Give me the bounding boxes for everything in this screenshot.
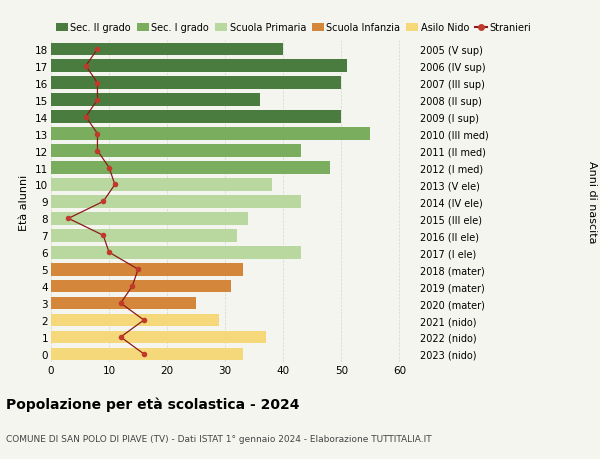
Point	[98, 198, 108, 206]
Text: COMUNE DI SAN POLO DI PIAVE (TV) - Dati ISTAT 1° gennaio 2024 - Elaborazione TUT: COMUNE DI SAN POLO DI PIAVE (TV) - Dati …	[6, 434, 431, 443]
Bar	[51, 60, 347, 73]
Bar	[51, 179, 272, 191]
Point	[92, 46, 102, 53]
Point	[110, 181, 119, 189]
Text: Anni di nascita: Anni di nascita	[587, 161, 597, 243]
Point	[104, 164, 114, 172]
Text: Popolazione per età scolastica - 2024: Popolazione per età scolastica - 2024	[6, 397, 299, 412]
Point	[127, 283, 137, 290]
Bar	[51, 230, 237, 242]
Bar	[51, 263, 242, 276]
Bar	[51, 280, 231, 293]
Point	[92, 80, 102, 87]
Bar	[51, 145, 301, 157]
Bar	[51, 297, 196, 310]
Point	[139, 317, 149, 324]
Bar	[51, 246, 301, 259]
Point	[81, 63, 91, 70]
Bar	[51, 348, 242, 360]
Bar	[51, 111, 341, 124]
Bar	[51, 44, 283, 56]
Point	[92, 147, 102, 155]
Bar	[51, 331, 266, 344]
Bar	[51, 94, 260, 107]
Legend: Sec. II grado, Sec. I grado, Scuola Primaria, Scuola Infanzia, Asilo Nido, Stran: Sec. II grado, Sec. I grado, Scuola Prim…	[56, 23, 532, 33]
Point	[81, 114, 91, 121]
Point	[64, 215, 73, 223]
Point	[116, 300, 125, 307]
Point	[92, 97, 102, 104]
Y-axis label: Età alunni: Età alunni	[19, 174, 29, 230]
Bar	[51, 128, 370, 140]
Bar	[51, 77, 341, 90]
Point	[98, 232, 108, 240]
Point	[116, 334, 125, 341]
Bar	[51, 314, 220, 327]
Point	[139, 351, 149, 358]
Point	[133, 266, 143, 273]
Bar	[51, 162, 330, 174]
Bar	[51, 196, 301, 208]
Point	[92, 131, 102, 138]
Point	[104, 249, 114, 257]
Bar	[51, 213, 248, 225]
